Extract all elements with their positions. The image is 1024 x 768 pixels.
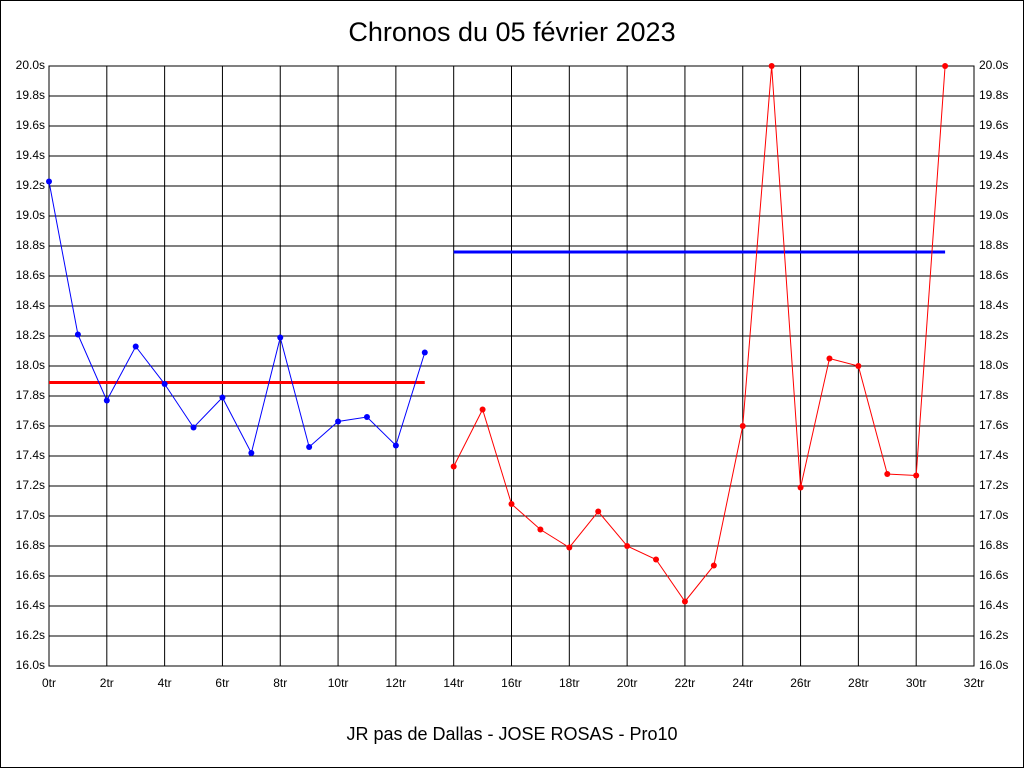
y-tick-label: 17.0s (16, 508, 45, 522)
y-tick-label-right: 17.0s (979, 508, 1008, 522)
chart-title: Chronos du 05 février 2023 (348, 17, 675, 47)
data-point (392, 442, 399, 449)
x-tick-label: 16tr (501, 676, 522, 690)
y-tick-label-right: 19.0s (979, 208, 1008, 222)
data-point (335, 418, 342, 425)
data-point (46, 178, 52, 185)
data-point (797, 484, 804, 491)
data-point (653, 556, 660, 563)
data-point (306, 444, 313, 450)
y-tick-label-right: 16.2s (979, 628, 1008, 642)
y-tick-label: 16.0s (16, 658, 45, 672)
y-tick-label: 19.4s (16, 148, 45, 162)
data-point (884, 471, 891, 477)
x-tick-label: 6tr (215, 676, 229, 690)
y-tick-label-right: 17.4s (979, 448, 1008, 462)
data-point (363, 414, 370, 420)
data-point (132, 343, 139, 350)
y-tick-label: 16.8s (16, 538, 45, 552)
data-point (710, 562, 717, 569)
x-tick-label: 20tr (617, 676, 638, 690)
data-point (826, 355, 833, 362)
y-tick-label-right: 16.6s (979, 568, 1008, 582)
y-tick-label-right: 19.4s (979, 148, 1008, 162)
x-tick-label: 10tr (328, 676, 349, 690)
x-tick-label: 26tr (790, 676, 811, 690)
data-point (450, 463, 457, 470)
data-point (739, 423, 746, 429)
chart-footer: JR pas de Dallas - JOSE ROSAS - Pro10 (346, 724, 677, 744)
data-point (190, 424, 197, 431)
data-point (103, 397, 110, 404)
data-point (624, 543, 631, 549)
data-point (248, 450, 255, 456)
data-point (913, 472, 920, 479)
y-tick-label: 18.4s (16, 298, 45, 312)
y-tick-label: 19.8s (16, 88, 45, 102)
x-tick-label: 14tr (443, 676, 464, 690)
x-tick-label: 18tr (559, 676, 580, 690)
x-tick-label: 2tr (100, 676, 114, 690)
y-tick-label-right: 16.8s (979, 538, 1008, 552)
data-point (681, 598, 688, 605)
y-tick-label-right: 18.4s (979, 298, 1008, 312)
data-point (508, 501, 515, 507)
y-tick-label: 19.2s (16, 178, 45, 192)
x-tick-label: 32tr (964, 676, 985, 690)
x-tick-label: 12tr (386, 676, 407, 690)
y-tick-label-right: 18.8s (979, 238, 1008, 252)
y-tick-label: 16.2s (16, 628, 45, 642)
data-point (768, 63, 775, 69)
y-tick-label: 16.6s (16, 568, 45, 582)
y-tick-label: 18.0s (16, 358, 45, 372)
y-tick-label: 19.6s (16, 118, 45, 132)
x-tick-label: 22tr (675, 676, 696, 690)
series-line (48, 181, 426, 455)
x-tick-label: 30tr (906, 676, 927, 690)
y-tick-label: 17.6s (16, 418, 45, 432)
data-point (161, 381, 168, 387)
y-tick-label-right: 19.2s (979, 178, 1008, 192)
y-tick-label-right: 17.2s (979, 478, 1008, 492)
y-tick-label-right: 19.6s (979, 118, 1008, 132)
y-tick-label-right: 18.6s (979, 268, 1008, 282)
y-tick-label: 18.6s (16, 268, 45, 282)
data-point (595, 508, 602, 515)
y-tick-label-right: 16.4s (979, 598, 1008, 612)
y-tick-label: 17.2s (16, 478, 45, 492)
plot-frame (48, 65, 975, 667)
x-tick-label: 28tr (848, 676, 869, 690)
x-tick-label: 0tr (42, 676, 56, 690)
y-tick-label: 17.8s (16, 388, 45, 402)
data-point (566, 544, 573, 551)
data-point (855, 363, 862, 369)
series-line (453, 65, 946, 603)
data-point (74, 331, 81, 338)
y-tick-label-right: 17.8s (979, 388, 1008, 402)
y-tick-label: 20.0s (16, 58, 45, 72)
data-point (479, 406, 486, 413)
data-point (942, 63, 949, 69)
y-tick-label: 19.0s (16, 208, 45, 222)
y-tick-label-right: 16.0s (979, 658, 1008, 672)
data-point (219, 394, 226, 401)
data-point (537, 526, 544, 533)
y-tick-label: 17.4s (16, 448, 45, 462)
data-point (277, 334, 284, 341)
y-tick-label-right: 19.8s (979, 88, 1008, 102)
data-point (421, 349, 428, 356)
y-tick-label: 16.4s (16, 598, 45, 612)
y-tick-label-right: 20.0s (979, 58, 1008, 72)
y-tick-label-right: 17.6s (979, 418, 1008, 432)
x-tick-label: 8tr (273, 676, 287, 690)
x-tick-label: 4tr (158, 676, 172, 690)
y-tick-label-right: 18.2s (979, 328, 1008, 342)
y-tick-label: 18.8s (16, 238, 45, 252)
x-tick-label: 24tr (732, 676, 753, 690)
y-tick-label-right: 18.0s (979, 358, 1008, 372)
y-tick-label: 18.2s (16, 328, 45, 342)
